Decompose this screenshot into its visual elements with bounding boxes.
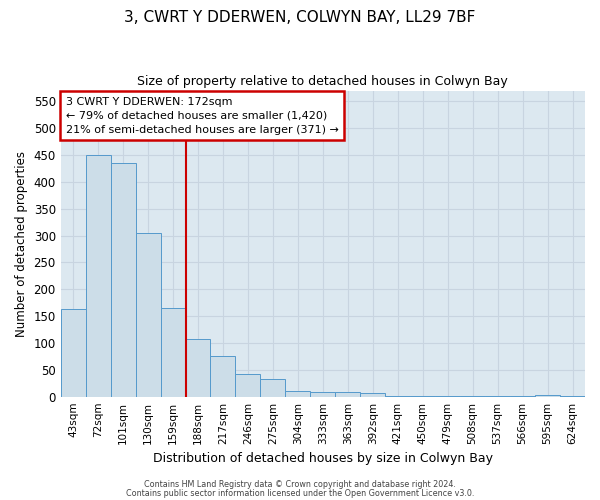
Text: 3, CWRT Y DDERWEN, COLWYN BAY, LL29 7BF: 3, CWRT Y DDERWEN, COLWYN BAY, LL29 7BF [124,10,476,25]
Bar [86,155,110,396]
Bar [110,163,136,396]
Text: Contains public sector information licensed under the Open Government Licence v3: Contains public sector information licen… [126,488,474,498]
Text: Contains HM Land Registry data © Crown copyright and database right 2024.: Contains HM Land Registry data © Crown c… [144,480,456,489]
Bar [136,233,161,396]
Bar [310,392,335,396]
Bar [360,393,385,396]
Bar [235,374,260,396]
X-axis label: Distribution of detached houses by size in Colwyn Bay: Distribution of detached houses by size … [153,452,493,465]
Y-axis label: Number of detached properties: Number of detached properties [15,150,28,336]
Bar [211,356,235,397]
Bar [185,339,211,396]
Text: 3 CWRT Y DDERWEN: 172sqm
← 79% of detached houses are smaller (1,420)
21% of sem: 3 CWRT Y DDERWEN: 172sqm ← 79% of detach… [66,96,339,134]
Bar [260,380,286,396]
Bar [286,391,310,396]
Bar [535,394,560,396]
Bar [161,308,185,396]
Title: Size of property relative to detached houses in Colwyn Bay: Size of property relative to detached ho… [137,75,508,88]
Bar [335,392,360,396]
Bar [61,309,86,396]
